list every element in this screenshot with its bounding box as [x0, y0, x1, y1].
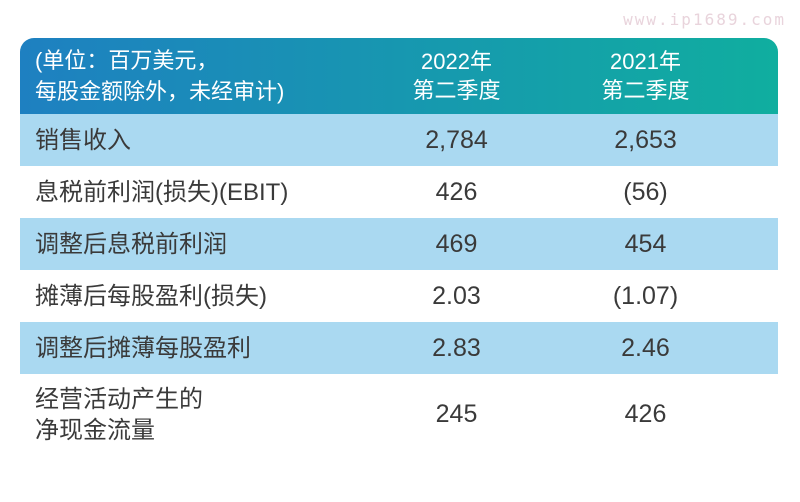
value-2021-text: (1.07) [612, 281, 679, 310]
row-label: 摊薄后每股盈利(损失) [20, 281, 350, 312]
row-label-line2: 净现金流量 [35, 416, 155, 444]
value-2021-text: 426 [624, 400, 667, 428]
row-label: 销售收入 [20, 125, 350, 156]
row-label: 调整后息税前利润 [20, 229, 350, 260]
value-2022-text: 2.03 [432, 281, 481, 310]
table-row-adjusted-ebit: 调整后息税前利润 469 454 [20, 218, 778, 270]
value-2021-text: 2,653 [614, 125, 677, 154]
column-header-2022-year: 2022年 [421, 49, 492, 74]
row-label-text: 调整后摊薄每股盈利 [35, 334, 251, 362]
row-label-text: 销售收入 [35, 126, 131, 154]
row-label: 经营活动产生的 净现金流量 [20, 384, 350, 446]
row-label-text: 息税前利润(损失)(EBIT) [35, 178, 289, 206]
value-2022: 245 [350, 400, 563, 429]
table-row-diluted-eps: 摊薄后每股盈利(损失) 2.03 (1.07) [20, 270, 778, 322]
table-header-row: (单位：百万美元， 每股金额除外，未经审计) 2022年 第二季度 2021年 … [20, 38, 778, 114]
value-2021: (56) [563, 178, 728, 207]
table-row-sales-revenue: 销售收入 2,784 2,653 [20, 114, 778, 166]
row-label: 息税前利润(损失)(EBIT) [20, 177, 350, 208]
table-row-adjusted-diluted-eps: 调整后摊薄每股盈利 2.83 2.46 [20, 322, 778, 374]
column-header-2022-quarter: 第二季度 [412, 78, 501, 103]
column-header-2021-q2: 2021年 第二季度 [563, 47, 728, 105]
value-2021: 2,653 [563, 126, 728, 155]
value-2022-text: 426 [435, 177, 478, 206]
value-2022: 2.03 [350, 282, 563, 311]
unit-note-line2: 每股金额除外，未经审计) [35, 79, 285, 104]
column-header-2021-year: 2021年 [610, 49, 681, 74]
table-row-operating-cash-flow: 经营活动产生的 净现金流量 245 426 [20, 374, 778, 455]
row-label-text: 摊薄后每股盈利(损失) [35, 282, 267, 310]
value-2022: 2,784 [350, 126, 563, 155]
value-2022: 426 [350, 178, 563, 207]
unit-note-line1: (单位：百万美元， [35, 48, 219, 73]
value-2021-text: 454 [624, 229, 667, 258]
row-label: 调整后摊薄每股盈利 [20, 333, 350, 364]
value-2022: 2.83 [350, 334, 563, 363]
row-label-line1: 经营活动产生的 [35, 385, 203, 413]
watermark: www.ip1689.com [623, 10, 786, 29]
table-row-ebit: 息税前利润(损失)(EBIT) 426 (56) [20, 166, 778, 218]
unit-note: (单位：百万美元， 每股金额除外，未经审计) [20, 45, 350, 107]
column-header-2021-quarter: 第二季度 [601, 78, 690, 103]
value-2021-text: (56) [623, 177, 668, 206]
value-2022: 469 [350, 230, 563, 259]
column-header-2022-q2: 2022年 第二季度 [350, 47, 563, 105]
value-2021: 2.46 [563, 334, 728, 363]
value-2022-text: 469 [435, 229, 478, 258]
row-label-text: 调整后息税前利润 [35, 230, 227, 258]
value-2022-text: 2.83 [432, 333, 481, 362]
value-2021: 426 [563, 400, 728, 429]
financial-summary-table: (单位：百万美元， 每股金额除外，未经审计) 2022年 第二季度 2021年 … [20, 38, 778, 455]
value-2021-text: 2.46 [621, 333, 670, 362]
value-2021: 454 [563, 230, 728, 259]
value-2021: (1.07) [563, 282, 728, 311]
value-2022-text: 245 [435, 400, 478, 428]
value-2022-text: 2,784 [425, 125, 488, 154]
